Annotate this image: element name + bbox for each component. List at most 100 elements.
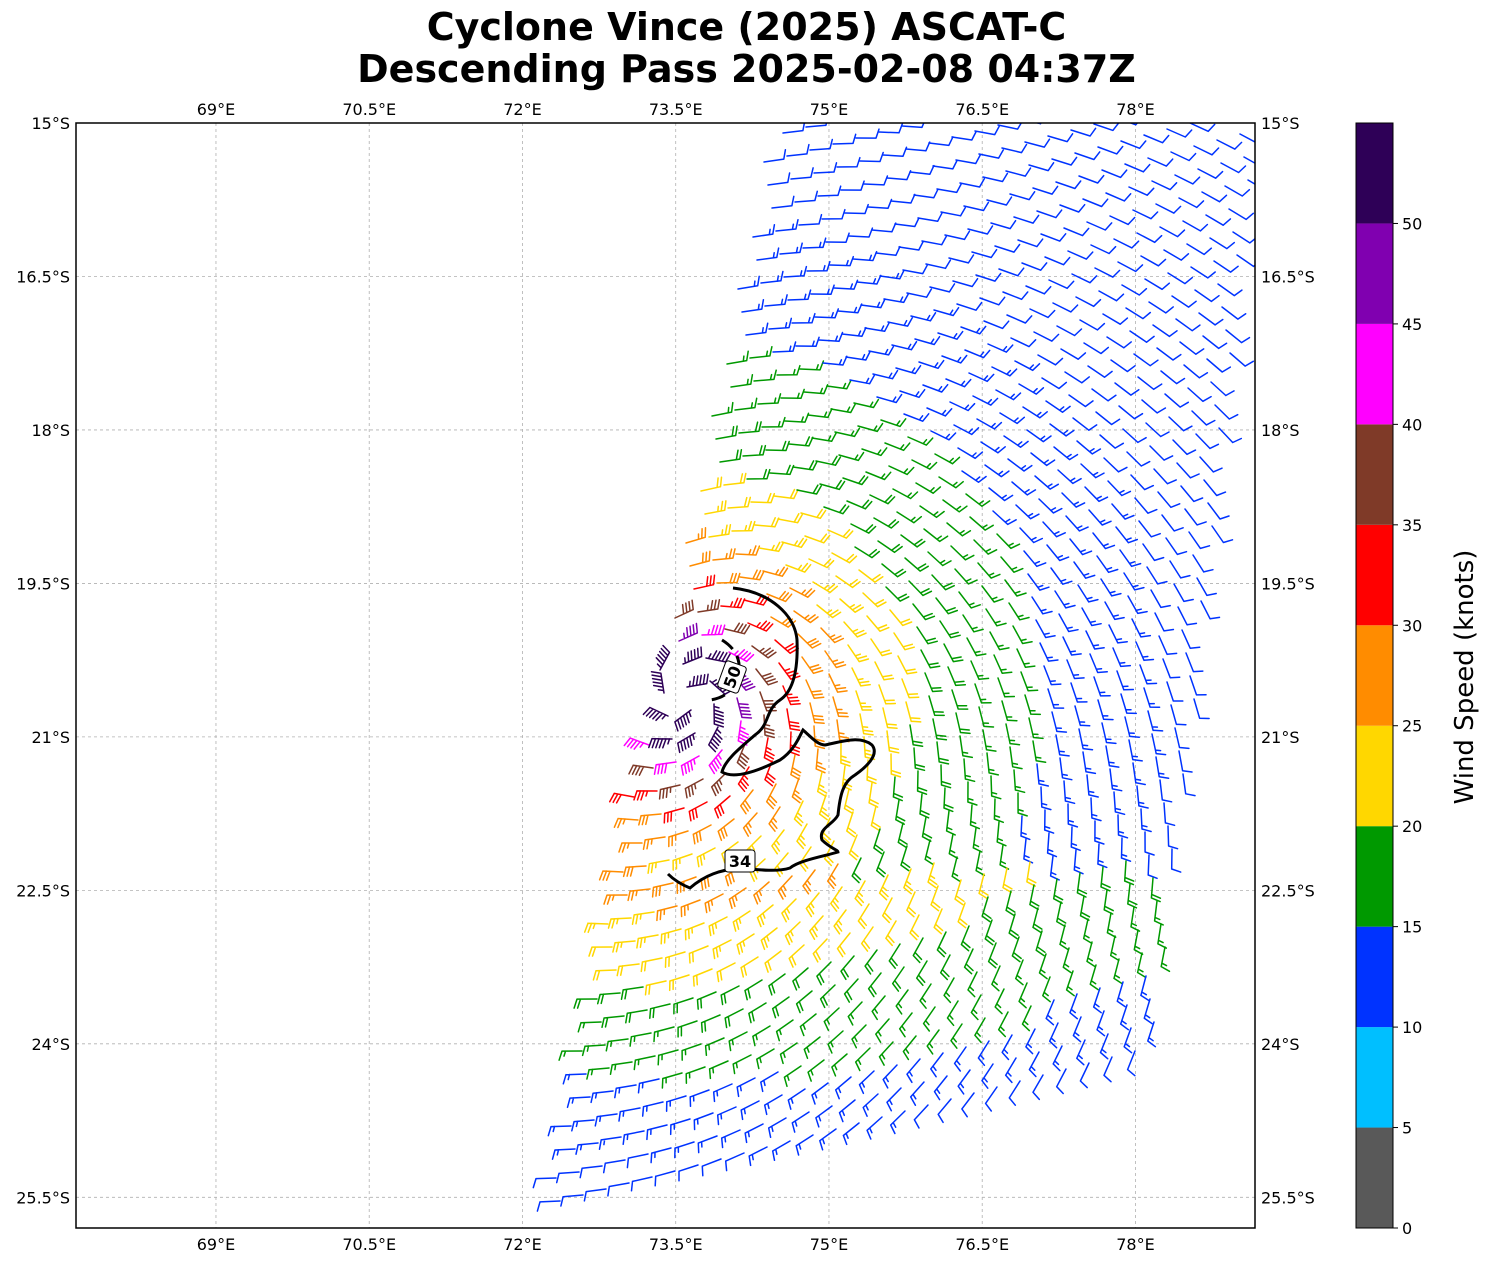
wind-barb (732, 910, 751, 932)
wind-barb (872, 369, 899, 380)
wind-barb (960, 325, 987, 335)
wind-barb (1090, 244, 1117, 255)
wind-barb (1007, 458, 1033, 472)
wind-barb (983, 320, 1010, 330)
wind-barb (1045, 999, 1055, 1026)
wind-barb (896, 511, 923, 524)
wind-barb (1069, 538, 1093, 556)
wind-barb (1099, 434, 1125, 449)
svg-text:34: 34 (729, 852, 751, 871)
wind-barb (982, 172, 1009, 183)
wind-barb (984, 1086, 998, 1112)
colorbar-segment (1356, 826, 1393, 927)
wind-barb (1131, 618, 1152, 638)
wind-barb (801, 656, 824, 675)
wind-barb (783, 265, 808, 278)
wind-barb (865, 471, 892, 481)
wind-barb (598, 870, 624, 881)
wind-barb (638, 813, 662, 826)
wind-barb (867, 198, 893, 210)
wind-barb (912, 603, 936, 621)
wind-barb (650, 1147, 672, 1164)
wind-barb (765, 783, 778, 810)
wind-barb (655, 644, 671, 671)
wind-barb (1177, 606, 1198, 626)
wind-barb (819, 984, 836, 1009)
wind-barb (999, 844, 1010, 870)
wind-barb (1129, 330, 1155, 343)
wind-barb (613, 817, 639, 829)
wind-barb (664, 951, 686, 968)
wind-barb (756, 1048, 775, 1070)
wind-barb (950, 545, 975, 561)
wind-barb (758, 541, 784, 553)
wind-barb (1030, 452, 1056, 467)
wind-barb (827, 1030, 844, 1054)
wind-barb (551, 1148, 576, 1160)
wind-barb (1038, 953, 1048, 980)
wind-barb (1069, 993, 1079, 1020)
wind-barb (692, 968, 713, 987)
wind-barb (909, 1081, 925, 1106)
wind-barb (961, 1092, 975, 1118)
wind-barb (673, 997, 694, 1015)
wind-barb (978, 149, 1005, 159)
wind-barb (886, 170, 912, 181)
wind-barb (685, 527, 707, 544)
wind-barb (848, 834, 859, 861)
wind-barb (786, 708, 801, 731)
wind-barb (677, 732, 696, 754)
wind-barb (1149, 445, 1174, 461)
wind-barb (827, 528, 854, 539)
wind-barb (1185, 652, 1204, 673)
wind-barb (594, 1113, 618, 1127)
wind-barb (1153, 900, 1164, 926)
wind-barb (813, 725, 826, 750)
wind-barb (1085, 630, 1105, 650)
wind-barb (832, 696, 849, 718)
wind-barb (755, 668, 778, 686)
wind-barb (730, 373, 754, 388)
wind-barb (957, 902, 968, 929)
wind-barb (870, 805, 881, 832)
wind-barb (970, 994, 982, 1021)
wind-barb (735, 545, 761, 556)
wind-barb (1095, 411, 1121, 426)
wind-barb (867, 972, 882, 998)
wind-barb (840, 180, 865, 191)
wind-barb (653, 761, 677, 775)
wind-barb (1020, 671, 1039, 692)
wind-barb (622, 865, 647, 878)
wind-barb (700, 476, 723, 492)
wind-barb (1062, 947, 1072, 974)
wind-barb (1178, 750, 1193, 773)
wind-barb (932, 718, 948, 741)
wind-barb (1105, 192, 1132, 202)
wind-barb (618, 1107, 641, 1122)
wind-barb (1236, 254, 1255, 268)
wind-barb (1018, 383, 1045, 395)
wind-barb (1117, 261, 1144, 273)
wind-barb (1009, 191, 1036, 201)
wind-barb (712, 548, 736, 561)
wind-barb (795, 1134, 814, 1156)
wind-barb (826, 863, 839, 890)
x-tick-label-top: 76.5°E (955, 100, 1009, 119)
wind-barb (1076, 1039, 1086, 1066)
wind-barb (1079, 319, 1106, 331)
wind-barb (930, 430, 957, 441)
wind-barb (921, 235, 948, 246)
wind-barb (837, 303, 863, 314)
wind-barb (1028, 162, 1055, 172)
wind-barb (657, 1049, 679, 1066)
wind-barb (788, 436, 814, 447)
wind-barb (943, 643, 964, 663)
wind-barb (910, 312, 937, 322)
wind-barb (1068, 394, 1094, 408)
wind-barb (824, 650, 847, 669)
wind-barb (1073, 561, 1096, 579)
wind-barb (668, 974, 690, 992)
wind-barb (1066, 659, 1085, 680)
wind-barb (684, 922, 705, 941)
wind-barb (883, 293, 909, 304)
